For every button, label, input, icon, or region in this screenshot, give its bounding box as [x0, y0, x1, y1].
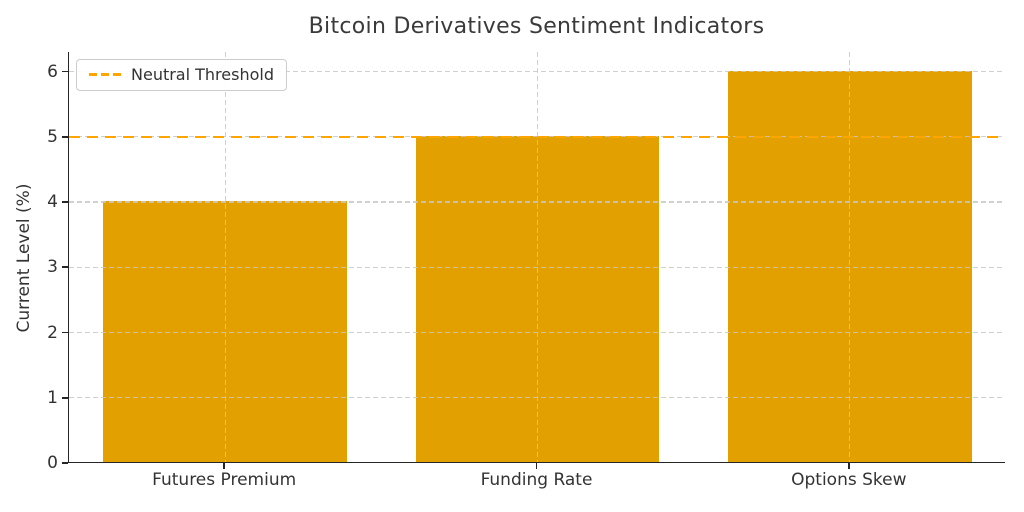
ytick-mark-6 [62, 70, 68, 73]
ytick-mark-2 [62, 331, 68, 334]
xtick-label-0: Futures Premium [152, 470, 297, 490]
gridline-x-1 [536, 52, 539, 462]
chart-title: Bitcoin Derivatives Sentiment Indicators [308, 14, 765, 39]
xtick-label-2: Options Skew [791, 470, 907, 490]
ytick-mark-5 [62, 136, 68, 138]
gridline-x-2 [849, 52, 851, 462]
ytick-label-5: 5 [47, 126, 58, 147]
ytick-mark-3 [62, 266, 68, 269]
legend: Neutral Threshold [76, 59, 287, 91]
ytick-label-6: 6 [47, 61, 58, 82]
ytick-label-2: 2 [47, 322, 58, 343]
gridline-x-0 [224, 52, 226, 462]
ytick-label-1: 1 [47, 387, 58, 408]
xtick-label-1: Funding Rate [480, 470, 593, 490]
ytick-mark-4 [62, 201, 68, 203]
ytick-mark-0 [62, 462, 68, 464]
neutral-threshold-line [69, 135, 1005, 139]
xtick-mark-1 [535, 463, 538, 469]
xtick-mark-2 [848, 463, 850, 469]
xtick-mark-0 [223, 463, 225, 469]
ytick-mark-1 [62, 396, 68, 399]
legend-dashed-line-icon [89, 73, 121, 76]
ytick-label-3: 3 [47, 257, 58, 278]
ytick-label-0: 0 [47, 453, 58, 473]
plot-area: Neutral Threshold [68, 52, 1005, 463]
legend-label: Neutral Threshold [131, 65, 274, 84]
ytick-label-4: 4 [47, 192, 58, 213]
